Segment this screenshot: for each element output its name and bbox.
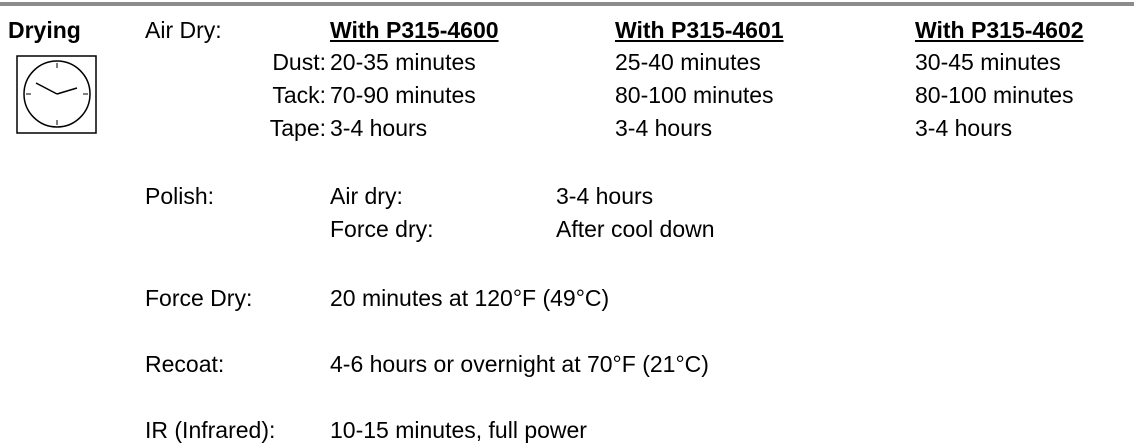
item-value: 10-15 minutes, full power: [330, 417, 587, 443]
polish-time: 3-4 hours: [556, 183, 654, 209]
polish-method: Air dry:: [330, 183, 403, 209]
row-label: Dust:: [272, 49, 326, 75]
polish-label: Polish:: [145, 183, 215, 209]
item-value: 20 minutes at 120°F (49°C): [330, 285, 610, 311]
row-value: 20-35 minutes: [330, 49, 476, 75]
item-label: IR (Infrared):: [145, 417, 276, 443]
row-label: Tack:: [272, 82, 326, 108]
column-header: With P315-4601: [615, 17, 784, 43]
section-title: Drying: [8, 17, 81, 43]
row-value: 3-4 hours: [615, 115, 713, 141]
item-label: Force Dry:: [145, 285, 253, 311]
row-value: 3-4 hours: [330, 115, 428, 141]
item-value: 4-6 hours or overnight at 70°F (21°C): [330, 351, 709, 377]
top-rule: [0, 2, 1134, 6]
column-header: With P315-4602: [915, 17, 1084, 43]
row-value: 80-100 minutes: [615, 82, 774, 108]
air-dry-label: Air Dry:: [145, 17, 222, 43]
clock-icon: [16, 55, 97, 134]
row-value: 3-4 hours: [915, 115, 1013, 141]
row-label: Tape:: [269, 115, 326, 141]
row-value: 80-100 minutes: [915, 82, 1074, 108]
row-value: 70-90 minutes: [330, 82, 476, 108]
row-value: 25-40 minutes: [615, 49, 761, 75]
column-header: With P315-4600: [330, 17, 499, 43]
item-label: Recoat:: [145, 351, 225, 377]
row-value: 30-45 minutes: [915, 49, 1061, 75]
polish-time: After cool down: [556, 216, 715, 242]
polish-method: Force dry:: [330, 216, 434, 242]
